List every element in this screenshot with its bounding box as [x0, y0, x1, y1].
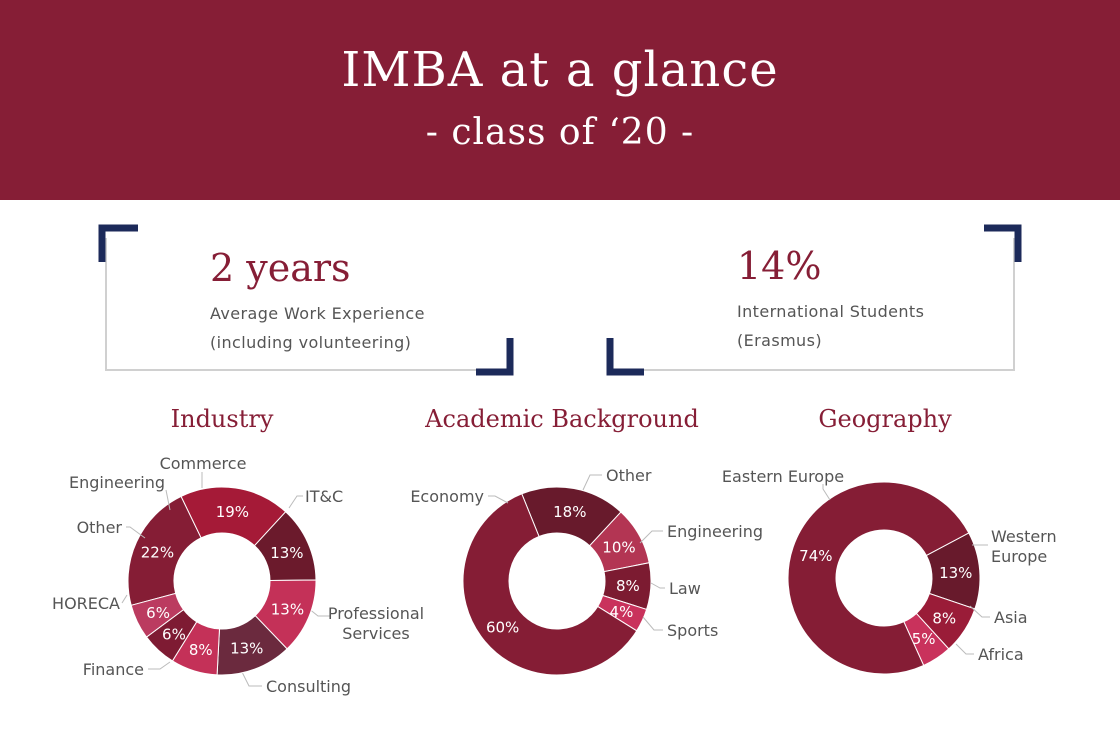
category-label: Finance	[83, 660, 144, 679]
category-label: Law	[669, 579, 701, 598]
donut-slice-commerce	[130, 592, 185, 638]
category-label: HORECA	[52, 594, 120, 613]
leader-line	[240, 669, 262, 687]
leader-line	[822, 484, 831, 501]
page-title: IMBA at a glance	[341, 42, 779, 98]
leader-line	[165, 489, 171, 511]
category-label: Professional	[328, 604, 424, 623]
leader-line	[582, 474, 602, 491]
slice-value-label: 13%	[271, 601, 304, 619]
slice-value-label: 74%	[799, 547, 832, 565]
category-label: Asia	[994, 608, 1028, 627]
international-note: (Erasmus)	[737, 331, 822, 350]
donut-chart-1: 18% Other 10% Engineering 8% Law 4% Sports 60% Ec…	[410, 466, 763, 676]
slice-value-label: 13%	[230, 640, 263, 658]
experience-note: (including volunteering)	[210, 333, 412, 352]
category-label: Engineering	[69, 473, 165, 492]
slice-value-label: 8%	[189, 641, 213, 659]
leader-line	[148, 661, 171, 670]
international-value: 14%	[737, 244, 822, 288]
leader-line	[639, 530, 663, 544]
leader-line	[955, 643, 974, 655]
page-subtitle: - class of ‘20 -	[425, 112, 695, 153]
leader-line	[288, 495, 303, 509]
category-label: Consulting	[266, 677, 351, 696]
slice-value-label: 18%	[553, 503, 586, 521]
slice-value-label: 4%	[610, 603, 634, 621]
category-label: Western	[991, 527, 1057, 546]
experience-value: 2 years	[210, 246, 351, 290]
donut-slice-eastern-europe	[787, 481, 970, 675]
category-label: Services	[342, 624, 409, 643]
category-label: Other	[77, 518, 123, 537]
header-banner	[0, 0, 1120, 200]
slice-value-label: 13%	[939, 564, 972, 582]
leader-line	[126, 526, 146, 539]
slice-value-label: 19%	[216, 503, 249, 521]
experience-label: Average Work Experience	[210, 304, 425, 323]
slice-value-label: 6%	[162, 625, 186, 643]
geography-chart-title: Geography	[818, 405, 952, 433]
academic-chart-title: Academic Background	[425, 405, 699, 433]
leader-line	[488, 495, 509, 504]
slice-value-label: 8%	[616, 577, 640, 595]
slice-value-label: 60%	[486, 619, 519, 637]
donut-slice-economy	[462, 493, 638, 676]
slice-value-label: 10%	[602, 538, 635, 556]
category-label: Commerce	[160, 454, 247, 473]
category-label: Europe	[991, 547, 1047, 566]
industry-chart-title: Industry	[170, 405, 274, 433]
category-label: Eastern Europe	[722, 467, 844, 486]
slice-value-label: 13%	[270, 544, 303, 562]
experience-frame	[98, 224, 514, 376]
category-label: Engineering	[667, 522, 763, 541]
leader-line	[650, 582, 665, 589]
donut-slice-it-c	[127, 495, 202, 606]
slice-value-label: 8%	[932, 609, 956, 627]
leader-line	[969, 605, 990, 618]
slice-value-label: 22%	[141, 543, 174, 561]
leader-line	[121, 594, 128, 604]
category-label: Sports	[667, 621, 718, 640]
category-label: Other	[606, 466, 652, 485]
category-label: IT&C	[305, 487, 343, 506]
category-label: Africa	[978, 645, 1024, 664]
international-label: International Students	[737, 302, 925, 321]
slice-value-label: 5%	[912, 630, 936, 648]
category-label: Economy	[410, 487, 484, 506]
leader-line	[642, 616, 663, 631]
slice-value-label: 6%	[146, 604, 170, 622]
international-frame	[606, 224, 1022, 376]
